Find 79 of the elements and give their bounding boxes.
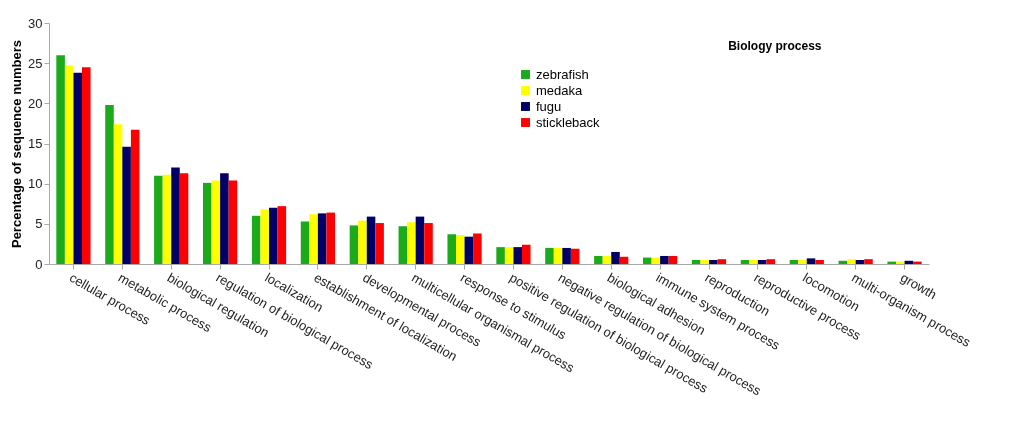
bar <box>424 223 433 264</box>
bar <box>105 104 114 264</box>
bar <box>553 247 563 264</box>
bar <box>317 213 327 264</box>
bar <box>366 216 376 264</box>
y-tick-label: 15 <box>28 136 43 151</box>
bar <box>162 174 172 264</box>
y-tick-label: 0 <box>35 256 43 272</box>
bar <box>504 247 514 264</box>
legend-label: medaka <box>536 82 584 98</box>
bar <box>700 259 709 264</box>
bar <box>619 256 629 264</box>
text: Biology process <box>728 39 822 53</box>
bar <box>113 124 123 264</box>
bar <box>815 259 824 264</box>
bar <box>300 221 310 264</box>
bar <box>171 167 180 264</box>
legend-label: stickleback <box>536 114 601 130</box>
bar <box>789 259 799 264</box>
bar <box>749 259 758 264</box>
bar <box>798 259 807 264</box>
bar <box>309 214 318 264</box>
bar <box>220 173 229 264</box>
bar <box>415 216 425 264</box>
bar <box>496 247 505 264</box>
y-tick-label: 10 <box>28 176 43 192</box>
bar <box>456 235 465 264</box>
bar <box>251 215 261 264</box>
bar <box>766 259 775 264</box>
bar <box>122 146 131 264</box>
y-tick-label: 20 <box>28 95 43 111</box>
bar <box>691 259 701 264</box>
bar <box>847 259 856 264</box>
bar <box>602 255 612 264</box>
bar <box>643 257 652 264</box>
bar <box>277 206 287 264</box>
y-tick-label: 5 <box>35 216 43 232</box>
bar <box>668 255 678 264</box>
bar <box>709 259 718 264</box>
y-tick-label: 25 <box>28 55 43 71</box>
bar <box>464 236 474 264</box>
bar <box>522 244 531 264</box>
bar <box>570 248 580 264</box>
bar <box>855 259 865 264</box>
bar <box>56 55 65 264</box>
bar <box>407 222 416 264</box>
bar <box>375 223 384 264</box>
bar <box>717 259 727 264</box>
bar <box>447 234 456 264</box>
bar <box>740 259 750 264</box>
bar <box>594 255 603 264</box>
bar <box>211 180 221 264</box>
y-tick-label: 30 <box>28 15 43 31</box>
bar <box>326 212 335 264</box>
legend-label: zebrafish <box>536 66 589 82</box>
bar <box>473 233 482 264</box>
bar <box>611 251 620 264</box>
bar <box>757 259 767 264</box>
bar <box>228 180 238 264</box>
bar <box>545 247 554 264</box>
bar <box>398 226 408 264</box>
bar <box>269 207 278 264</box>
bar <box>73 72 82 264</box>
y-axis-title: Percentage of sequence numbers <box>9 39 25 249</box>
bar <box>806 258 816 264</box>
bar <box>154 175 163 264</box>
bar <box>660 255 669 264</box>
bar <box>203 182 212 264</box>
legend-label: fugu <box>536 98 562 114</box>
bar <box>130 129 140 264</box>
bar <box>260 209 269 264</box>
bar <box>179 173 189 264</box>
bar <box>82 67 91 264</box>
bar <box>349 225 359 264</box>
bar <box>513 247 522 264</box>
bar <box>64 65 74 264</box>
bar <box>358 220 367 264</box>
bar <box>864 259 873 264</box>
bar <box>562 247 571 264</box>
